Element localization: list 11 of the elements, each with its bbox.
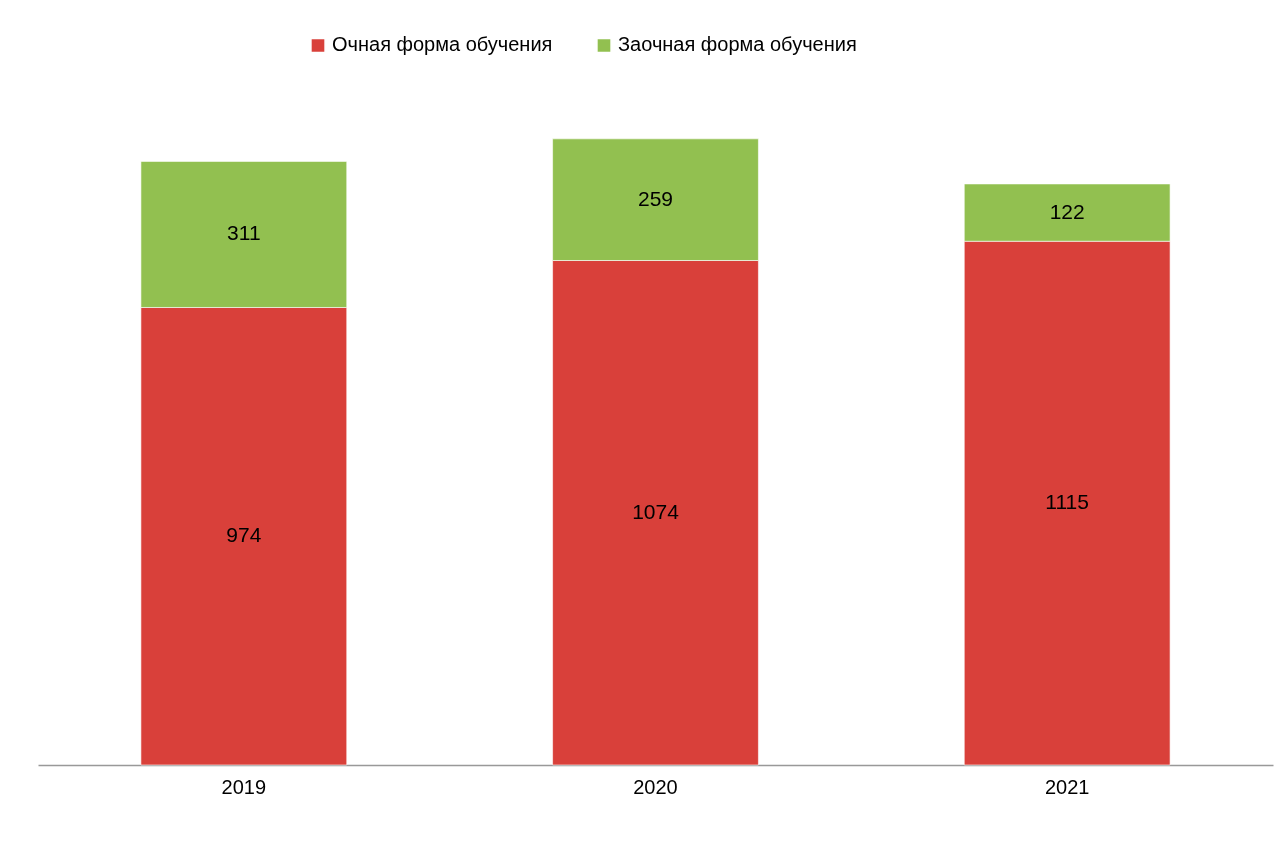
legend-label: Заочная форма обучения	[618, 33, 857, 56]
x-tick-label: 2019	[221, 775, 267, 798]
data-label: 1115	[1045, 490, 1089, 514]
data-label: 974	[226, 523, 262, 547]
data-label: 122	[1049, 199, 1085, 223]
data-label: 1074	[632, 499, 680, 523]
data-label: 259	[637, 186, 674, 210]
x-tick-label: 2021	[1044, 775, 1090, 798]
x-tick-label: 2020	[633, 775, 678, 798]
legend-label: Очная форма обучения	[332, 33, 553, 56]
data-label: 311	[227, 221, 261, 245]
